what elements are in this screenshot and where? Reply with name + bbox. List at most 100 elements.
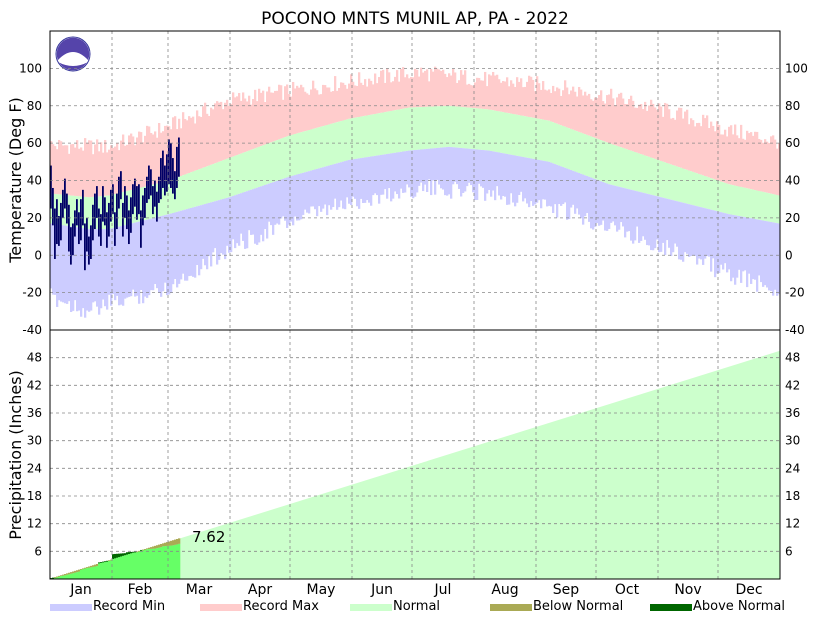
record-min-bar: [476, 149, 479, 200]
record-max-bar: [124, 145, 127, 192]
normal-range-bar: [670, 164, 673, 200]
normal-range-bar: [532, 117, 535, 159]
record-max-bar: [134, 145, 137, 189]
record-max-bar: [416, 69, 419, 108]
observed-temp-bar: [116, 193, 118, 230]
normal-range-bar: [494, 110, 497, 152]
record-max-bar: [508, 86, 511, 114]
record-max-bar: [130, 133, 133, 190]
normal-range-bar: [478, 108, 481, 150]
normal-range-bar: [224, 159, 227, 199]
normal-range-bar: [476, 108, 479, 150]
record-max-bar: [66, 145, 69, 196]
record-min-bar: [698, 206, 701, 259]
record-max-bar: [348, 83, 351, 119]
record-min-bar: [642, 192, 645, 237]
record-max-bar: [410, 76, 413, 108]
record-max-bar: [116, 143, 119, 194]
normal-range-bar: [606, 142, 609, 184]
record-min-bar: [590, 177, 593, 229]
record-max-bar: [574, 91, 577, 131]
record-min-bar: [420, 149, 423, 183]
normal-range-bar: [676, 166, 679, 202]
observed-precip-fill: [76, 572, 79, 579]
observed-precip-fill: [136, 551, 139, 579]
record-min-bar: [632, 190, 635, 244]
observed-temp-bar: [154, 180, 156, 207]
normal-range-bar: [550, 121, 553, 163]
record-min-bar: [568, 169, 571, 220]
precip-tick-left: 18: [27, 489, 42, 503]
record-min-bar: [404, 151, 407, 193]
record-min-bar: [214, 201, 217, 249]
normal-range-bar: [514, 114, 517, 156]
record-min-bar: [746, 217, 749, 288]
record-max-bar: [458, 80, 461, 107]
record-min-bar: [450, 147, 453, 199]
normal-range-bar: [206, 166, 209, 204]
record-min-bar: [700, 207, 703, 260]
record-min-bar: [364, 157, 367, 203]
record-max-bar: [680, 107, 683, 168]
record-max-bar: [776, 148, 779, 195]
record-max-bar: [692, 120, 695, 172]
normal-range-bar: [402, 108, 405, 152]
record-max-bar: [146, 125, 149, 186]
precip-tick-right: 30: [785, 434, 800, 448]
record-max-bar: [726, 136, 729, 184]
observed-temp-bar: [90, 225, 92, 259]
record-max-bar: [262, 90, 265, 146]
normal-range-bar: [656, 159, 659, 197]
record-max-bar: [308, 94, 311, 131]
record-max-bar: [266, 91, 269, 144]
normal-range-bar: [244, 152, 247, 192]
normal-range-bar: [376, 113, 379, 156]
record-max-bar: [762, 142, 765, 192]
record-min-bar: [628, 189, 631, 232]
record-min-bar: [342, 161, 345, 209]
normal-range-bar: [258, 146, 261, 188]
normal-range-bar: [432, 106, 435, 149]
record-min-bar: [266, 184, 269, 239]
normal-range-bar: [610, 143, 613, 185]
record-max-bar: [420, 67, 423, 108]
record-max-bar: [76, 140, 79, 197]
normal-range-bar: [708, 177, 711, 210]
normal-range-bar: [474, 108, 477, 150]
record-max-bar: [676, 110, 679, 167]
observed-temp-bar: [138, 184, 140, 215]
record-min-bar: [756, 219, 759, 292]
record-max-bar: [570, 90, 573, 129]
record-min-bar: [222, 199, 225, 255]
normal-range-bar: [724, 182, 727, 214]
record-max-bar: [502, 81, 505, 113]
record-max-bar: [550, 92, 553, 122]
record-max-bar: [392, 81, 395, 111]
normal-range-bar: [320, 126, 323, 168]
record-max-bar: [598, 95, 601, 140]
record-max-bar: [752, 135, 755, 190]
record-min-bar: [202, 204, 205, 259]
observed-temp-bar: [102, 186, 104, 222]
record-min-bar: [372, 156, 375, 196]
normal-range-bar: [772, 194, 775, 223]
record-max-bar: [138, 131, 141, 188]
normal-range-bar: [586, 134, 589, 177]
normal-range-bar: [410, 107, 413, 151]
record-min-bar: [358, 158, 361, 209]
record-min-bar: [228, 197, 231, 253]
record-min-bar: [412, 150, 415, 199]
record-max-bar: [198, 116, 201, 170]
record-min-bar: [438, 147, 441, 185]
record-max-bar: [84, 138, 87, 197]
record-max-bar: [592, 100, 595, 138]
normal-range-bar: [462, 107, 465, 149]
record-min-bar: [348, 159, 351, 204]
record-min-bar: [176, 211, 179, 288]
normal-range-bar: [766, 192, 769, 222]
record-min-bar: [618, 186, 621, 230]
normal-range-bar: [180, 176, 183, 211]
record-min-bar: [434, 148, 437, 195]
observed-temp-bar: [62, 189, 64, 218]
normal-range-bar: [86, 197, 89, 229]
